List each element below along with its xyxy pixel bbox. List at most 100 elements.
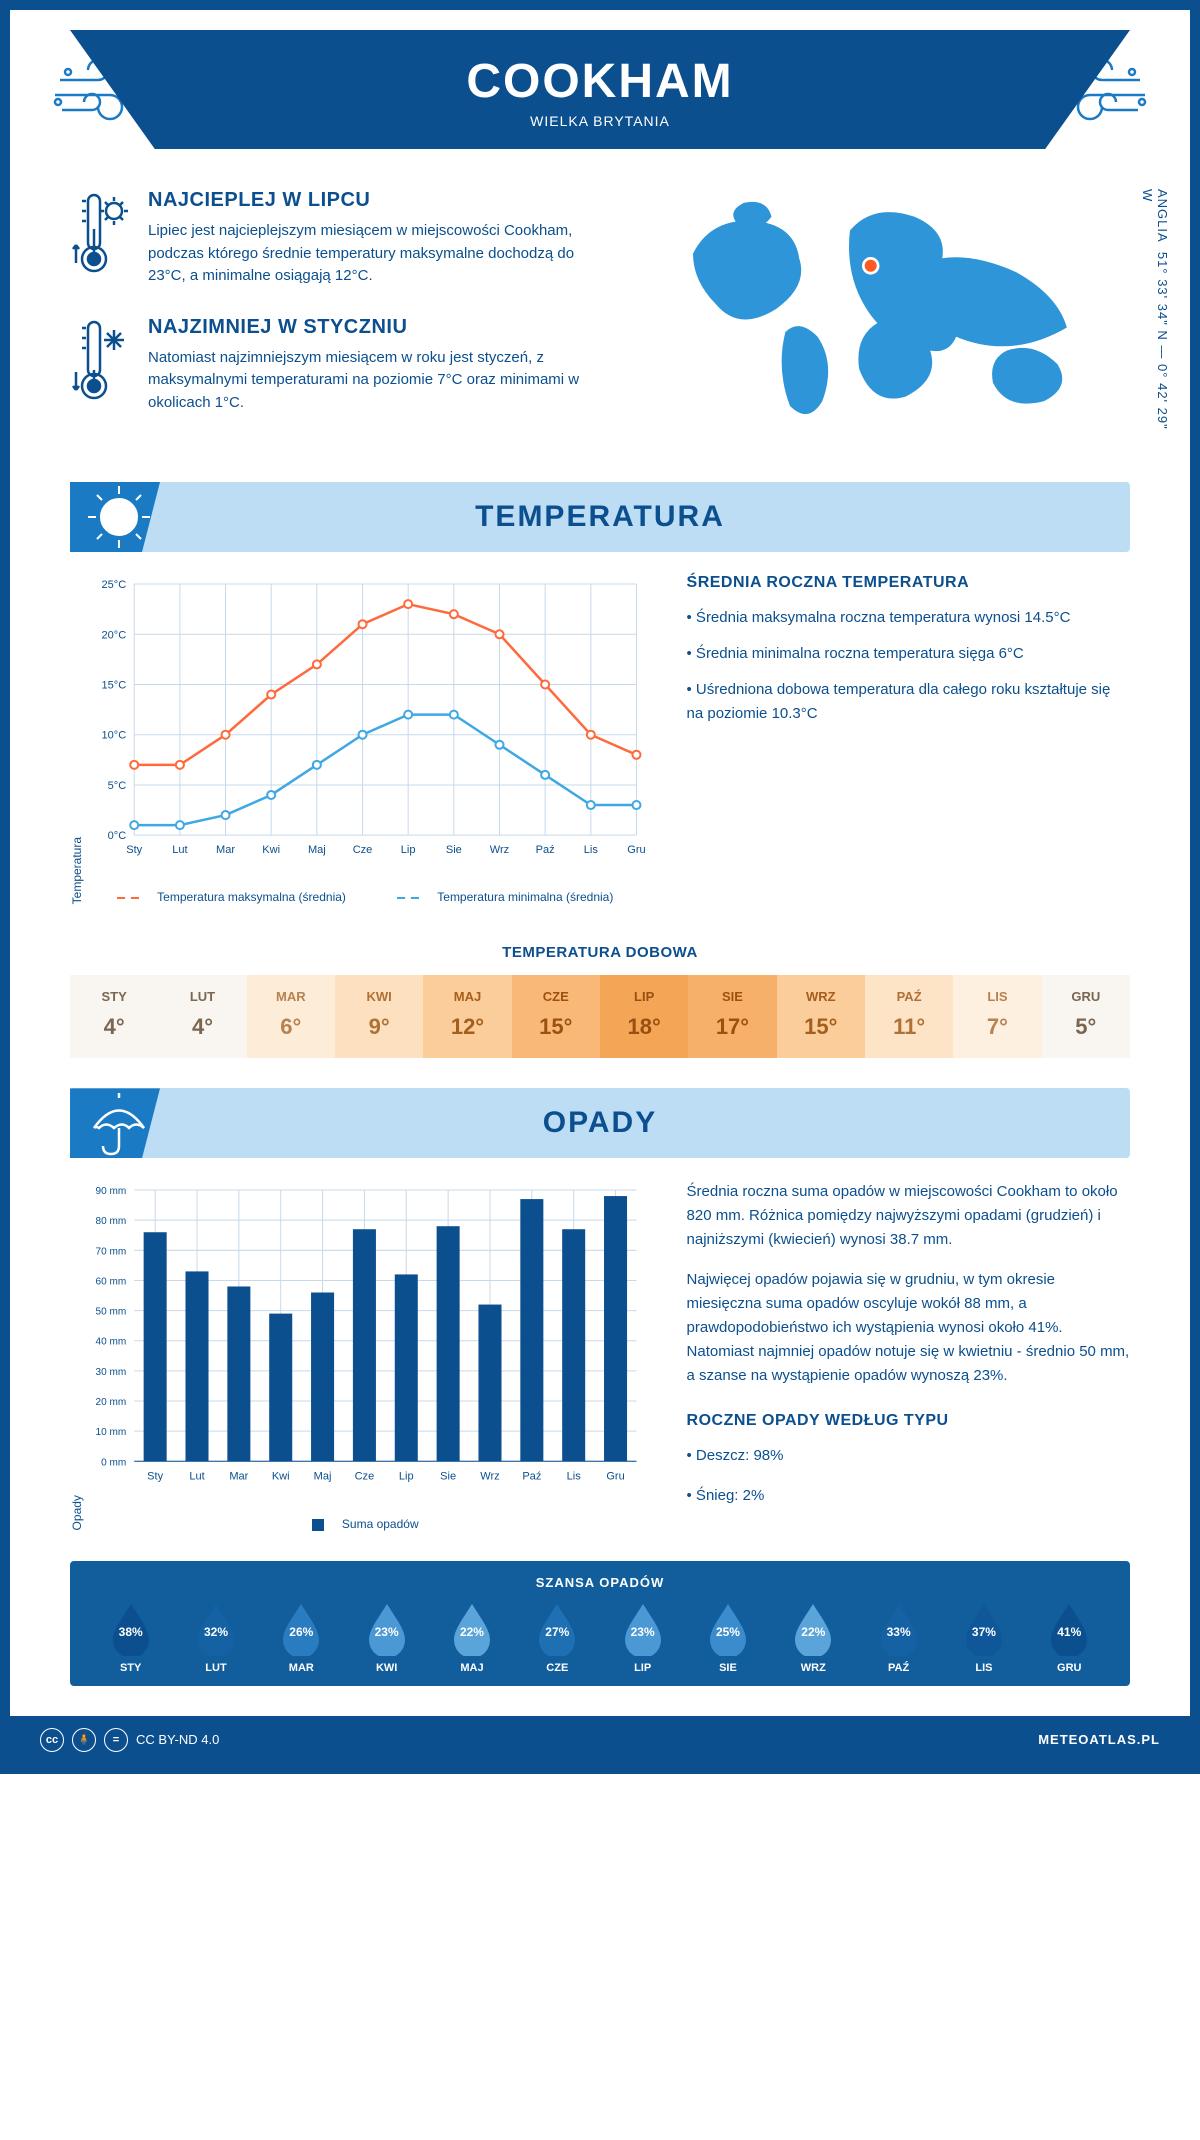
svg-text:5°C: 5°C	[108, 780, 127, 792]
site-name: METEOATLAS.PL	[1038, 1732, 1160, 1747]
license-text: CC BY-ND 4.0	[136, 1732, 219, 1747]
precip-chance-box: SZANSA OPADÓW 38%STY32%LUT26%MAR23%KWI22…	[70, 1561, 1130, 1686]
svg-text:80 mm: 80 mm	[96, 1217, 127, 1228]
precip-ylabel: Opady	[70, 1180, 84, 1530]
svg-text:Lis: Lis	[584, 844, 599, 856]
precip-chance-drop: 32%LUT	[173, 1600, 258, 1674]
heat-cell: LUT4°	[158, 975, 246, 1058]
coldest-block: NAJZIMNIEJ W STYCZNIU Natomiast najzimni…	[70, 316, 604, 415]
heat-cell: MAJ12°	[423, 975, 511, 1058]
svg-text:Mar: Mar	[229, 1471, 248, 1483]
svg-text:0°C: 0°C	[108, 830, 127, 842]
thermometer-cold-icon	[70, 316, 130, 406]
warmest-block: NAJCIEPLEJ W LIPCU Lipiec jest najcieple…	[70, 189, 604, 288]
umbrella-icon	[84, 1088, 154, 1158]
temp-summary: ŚREDNIA ROCZNA TEMPERATURA • Średnia mak…	[687, 574, 1130, 904]
heat-cell: PAŹ11°	[865, 975, 953, 1058]
svg-text:Cze: Cze	[353, 844, 373, 856]
precip-chance-drop: 38%STY	[88, 1600, 173, 1674]
szansa-title: SZANSA OPADÓW	[88, 1575, 1112, 1590]
svg-text:Sty: Sty	[147, 1471, 163, 1483]
precip-summary: Średnia roczna suma opadów w miejscowośc…	[687, 1180, 1130, 1530]
temperature-section-header: TEMPERATURA	[70, 482, 1130, 552]
svg-text:Lut: Lut	[172, 844, 187, 856]
svg-text:Wrz: Wrz	[480, 1471, 499, 1483]
dobowa-title: TEMPERATURA DOBOWA	[10, 944, 1190, 961]
country-label: WIELKA BRYTANIA	[70, 113, 1130, 129]
coords-text: ANGLIA 51° 33' 34" N — 0° 42' 29" W	[1140, 189, 1170, 442]
precip-chance-drop: 25%SIE	[685, 1600, 770, 1674]
precip-chance-drops: 38%STY32%LUT26%MAR23%KWI22%MAJ27%CZE23%L…	[88, 1600, 1112, 1674]
svg-text:50 mm: 50 mm	[96, 1307, 127, 1318]
svg-text:Gru: Gru	[627, 844, 645, 856]
precip-chance-drop: 22%MAJ	[429, 1600, 514, 1674]
precip-chance-drop: 26%MAR	[259, 1600, 344, 1674]
svg-text:10°C: 10°C	[102, 730, 127, 742]
precip-chance-drop: 23%KWI	[344, 1600, 429, 1674]
license-badges: cc 🧍 = CC BY-ND 4.0	[40, 1728, 219, 1752]
precip-section-header: OPADY	[70, 1088, 1130, 1158]
by-icon: 🧍	[72, 1728, 96, 1752]
svg-text:Paź: Paź	[536, 844, 555, 856]
svg-text:90 mm: 90 mm	[96, 1186, 127, 1197]
precip-chance-drop: 23%LIP	[600, 1600, 685, 1674]
title-banner: COOKHAM WIELKA BRYTANIA	[70, 30, 1130, 149]
svg-text:0 mm: 0 mm	[101, 1458, 126, 1469]
precip-chance-drop: 33%PAŹ	[856, 1600, 941, 1674]
intro-section: NAJCIEPLEJ W LIPCU Lipiec jest najcieple…	[10, 179, 1190, 472]
heat-cell: STY4°	[70, 975, 158, 1058]
world-map	[644, 189, 1130, 429]
svg-text:20 mm: 20 mm	[96, 1397, 127, 1408]
svg-text:Lut: Lut	[189, 1471, 204, 1483]
heat-cell: GRU5°	[1042, 975, 1130, 1058]
map-region: ANGLIA 51° 33' 34" N — 0° 42' 29" W	[644, 189, 1130, 442]
svg-text:Maj: Maj	[314, 1471, 332, 1483]
svg-text:Wrz: Wrz	[490, 844, 509, 856]
svg-text:30 mm: 30 mm	[96, 1367, 127, 1378]
precip-chance-drop: 27%CZE	[515, 1600, 600, 1674]
thermometer-hot-icon	[70, 189, 130, 279]
svg-text:Maj: Maj	[308, 844, 326, 856]
precip-bar-chart: 0 mm 10 mm 20 mm 30 mm 40 mm 50 mm 60 mm 70 mm 8…	[84, 1180, 647, 1501]
warmest-title: NAJCIEPLEJ W LIPCU	[148, 189, 604, 212]
svg-text:Mar: Mar	[216, 844, 235, 856]
svg-text:Kwi: Kwi	[262, 844, 280, 856]
svg-text:70 mm: 70 mm	[96, 1247, 127, 1258]
temperature-title: TEMPERATURA	[70, 500, 1130, 534]
footer: cc 🧍 = CC BY-ND 4.0 METEOATLAS.PL	[10, 1716, 1190, 1764]
coldest-text: Natomiast najzimniejszym miesiącem w rok…	[148, 347, 604, 415]
temp-ylabel: Temperatura	[70, 574, 84, 904]
svg-text:Lip: Lip	[401, 844, 416, 856]
temperature-line-chart: 0°C5°C10°C15°C20°C25°CStyLutMarKwiMajCze…	[84, 574, 647, 875]
header-region: COOKHAM WIELKA BRYTANIA	[10, 30, 1190, 149]
sun-icon	[84, 482, 154, 552]
heat-cell: CZE15°	[512, 975, 600, 1058]
heat-cell: WRZ15°	[777, 975, 865, 1058]
svg-text:60 mm: 60 mm	[96, 1277, 127, 1288]
precip-legend: Suma opadów	[84, 1517, 647, 1531]
city-title: COOKHAM	[70, 54, 1130, 109]
svg-text:Sie: Sie	[446, 844, 462, 856]
svg-text:Lip: Lip	[399, 1471, 414, 1483]
coldest-title: NAJZIMNIEJ W STYCZNIU	[148, 316, 604, 339]
svg-text:40 mm: 40 mm	[96, 1337, 127, 1348]
svg-text:Cze: Cze	[355, 1471, 375, 1483]
svg-text:Paź: Paź	[522, 1471, 541, 1483]
svg-text:15°C: 15°C	[102, 680, 127, 692]
svg-text:Gru: Gru	[606, 1471, 624, 1483]
svg-text:Sie: Sie	[440, 1471, 456, 1483]
temp-legend: Temperatura maksymalna (średnia) Tempera…	[84, 890, 647, 904]
daily-temp-strip: STY4°LUT4°MAR6°KWI9°MAJ12°CZE15°LIP18°SI…	[70, 975, 1130, 1058]
precip-title: OPADY	[70, 1106, 1130, 1140]
heat-cell: LIS7°	[953, 975, 1041, 1058]
svg-text:Sty: Sty	[126, 844, 142, 856]
svg-text:Kwi: Kwi	[272, 1471, 290, 1483]
nd-icon: =	[104, 1728, 128, 1752]
precip-chance-drop: 41%GRU	[1027, 1600, 1112, 1674]
warmest-text: Lipiec jest najcieplejszym miesiącem w m…	[148, 220, 604, 288]
precip-chance-drop: 37%LIS	[941, 1600, 1026, 1674]
svg-text:20°C: 20°C	[102, 629, 127, 641]
heat-cell: LIP18°	[600, 975, 688, 1058]
svg-text:10 mm: 10 mm	[96, 1427, 127, 1438]
heat-cell: SIE17°	[688, 975, 776, 1058]
